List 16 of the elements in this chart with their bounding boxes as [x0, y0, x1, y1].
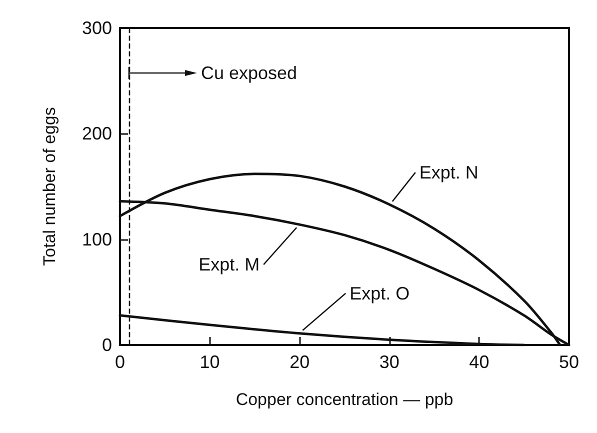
x-tick-label: 50 [558, 352, 580, 372]
y-tick-label: 0 [102, 335, 112, 355]
y-tick-label: 300 [82, 18, 112, 38]
x-axis-title: Copper concentration — ppb [236, 390, 454, 409]
y-tick-label: 100 [82, 229, 112, 250]
series-label: Expt. O [350, 283, 410, 304]
x-tick-label: 30 [379, 352, 400, 372]
x-tick-label: 0 [114, 352, 126, 372]
text: Expt. M [198, 254, 260, 275]
y-tick-label: 200 [82, 124, 112, 144]
x-tick-label: 40 [469, 352, 490, 372]
series-label: Expt. N [419, 162, 478, 182]
ref-line-label: Cu exposed [200, 63, 298, 83]
y-axis-title: Total number of eggs [40, 107, 59, 266]
x-tick-label: 20 [290, 352, 310, 372]
x-tick-label: 10 [200, 352, 220, 372]
